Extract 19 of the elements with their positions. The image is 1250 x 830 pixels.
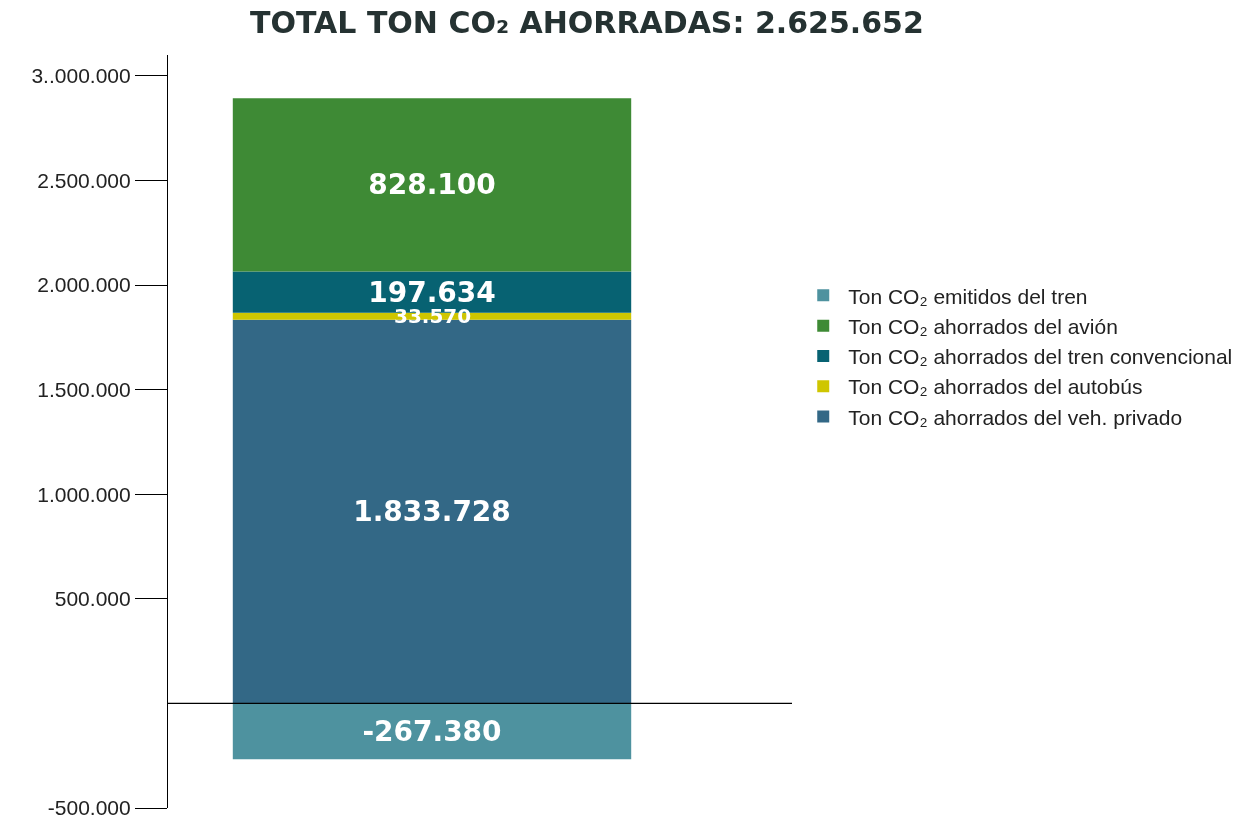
legend-label: Ton CO₂ emitidos del tren: [848, 284, 1088, 308]
y-tick-label: 500.000: [54, 587, 131, 611]
chart-title: TOTAL TON CO₂ AHORRADAS: 2.625.652: [250, 5, 924, 41]
y-tick-label: 1.500.000: [37, 378, 131, 402]
bar: [232, 98, 632, 272]
data-label: -267.380: [362, 714, 502, 748]
legend-label: Ton CO₂ ahorrados del avión: [848, 314, 1118, 338]
y-tick-label: 3..000.000: [31, 64, 131, 88]
y-tick-label: 2.500.000: [37, 168, 131, 192]
data-label: 828.100: [368, 168, 496, 202]
y-tick-label: 2.000.000: [37, 273, 131, 297]
legend-label: Ton CO₂ ahorrados del veh. privado: [848, 405, 1183, 429]
data-label: 1.833.728: [353, 495, 511, 529]
legend-label: Ton CO₂ ahorrados del autobús: [848, 375, 1143, 399]
bar: [232, 703, 632, 760]
data-label: 197.634: [368, 275, 496, 309]
legend-label: Ton CO₂ ahorrados del tren convencional: [848, 345, 1233, 369]
y-tick-label: -500.000: [47, 796, 131, 820]
y-tick-label: 1.000.000: [37, 482, 131, 506]
